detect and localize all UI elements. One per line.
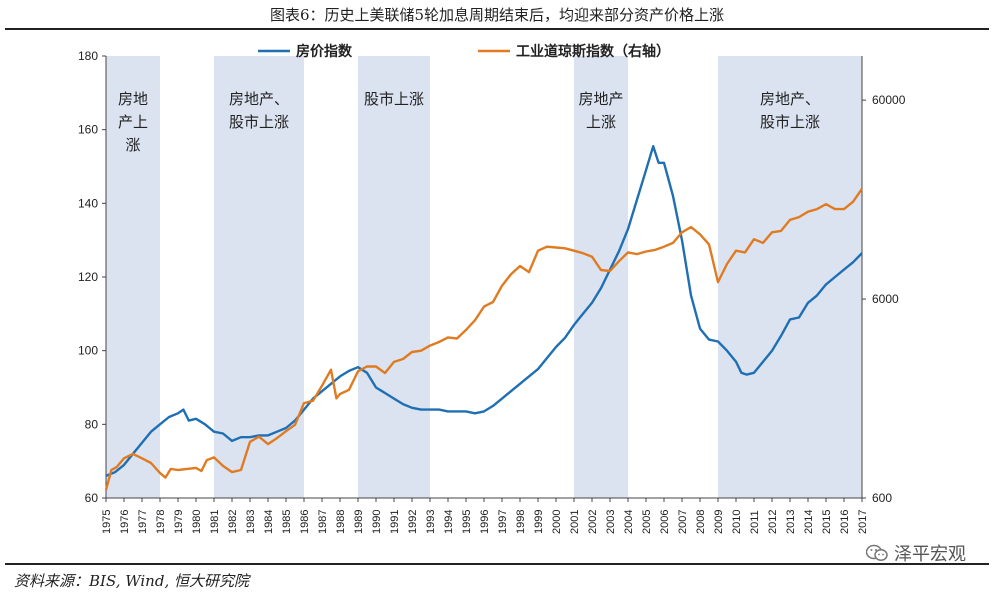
shaded-period-4	[574, 56, 628, 498]
left-tick-label: 140	[78, 196, 98, 210]
x-tick-label: 2015	[821, 510, 833, 534]
x-tick-label: 1983	[245, 510, 257, 534]
x-tick-label: 2001	[569, 510, 581, 534]
watermark: 泽平宏观	[866, 540, 966, 566]
x-tick-label: 2009	[713, 510, 725, 534]
x-tick-label: 1984	[263, 510, 275, 534]
left-tick-label: 160	[78, 123, 98, 137]
x-tick-label: 1975	[101, 510, 113, 534]
x-tick-label: 1996	[479, 510, 491, 534]
x-tick-label: 2000	[551, 510, 563, 534]
x-tick-label: 2005	[641, 510, 653, 534]
shaded-period-label-1: 房地产上涨	[118, 90, 148, 154]
x-tick-label: 2012	[767, 510, 779, 534]
shaded-period-1	[106, 56, 160, 498]
bottom-rule	[5, 563, 989, 565]
watermark-text: 泽平宏观	[894, 544, 966, 565]
x-tick-label: 1979	[173, 510, 185, 534]
x-tick-label: 1982	[227, 510, 239, 534]
x-tick-label: 2006	[659, 510, 671, 534]
x-tick-label: 2010	[731, 510, 743, 534]
left-tick-label: 180	[78, 49, 98, 63]
x-tick-label: 2004	[623, 510, 635, 534]
chart-title: 图表6：历史上美联储5轮加息周期结束后，均迎来部分资产价格上涨	[269, 6, 725, 24]
legend-label-2: 工业道琼斯指数（右轴）	[516, 43, 670, 60]
x-tick-label: 1985	[281, 510, 293, 534]
x-tick-label: 2017	[857, 510, 869, 534]
shaded-period-label-2: 房地产、股市上涨	[229, 90, 289, 131]
x-tick-label: 1995	[461, 510, 473, 534]
x-tick-label: 1978	[155, 510, 167, 534]
x-tick-label: 1999	[533, 510, 545, 534]
wechat-icon	[866, 544, 888, 561]
x-tick-label: 2013	[785, 510, 797, 534]
x-tick-label: 1990	[371, 510, 383, 534]
x-tick-label: 1980	[191, 510, 203, 534]
source-note: 资料来源：BIS, Wind, 恒大研究院	[14, 572, 249, 590]
x-tick-label: 1988	[335, 510, 347, 534]
right-tick-label: 6000	[872, 292, 899, 306]
x-tick-label: 1987	[317, 510, 329, 534]
x-tick-label: 1989	[353, 510, 365, 534]
x-tick-label: 1991	[389, 510, 401, 534]
left-tick-label: 100	[78, 344, 98, 358]
top-rule	[5, 28, 989, 30]
x-tick-label: 2011	[749, 510, 761, 534]
series-line-1	[105, 145, 863, 478]
x-tick-label: 1976	[119, 510, 131, 534]
x-tick-label: 2007	[677, 510, 689, 534]
shaded-period-label-5: 房地产、股市上涨	[760, 90, 820, 131]
legend-label-1: 房价指数	[296, 43, 353, 60]
shaded-period-5	[718, 56, 862, 498]
left-tick-label: 60	[85, 491, 99, 505]
x-tick-label: 1997	[497, 510, 509, 534]
right-tick-label: 600	[872, 491, 892, 505]
series-line-2	[104, 188, 863, 491]
shaded-period-3	[358, 56, 430, 498]
x-tick-label: 1994	[443, 510, 455, 534]
x-tick-label: 1977	[137, 510, 149, 534]
x-tick-label: 1986	[299, 510, 311, 534]
x-tick-label: 1993	[425, 510, 437, 534]
left-tick-label: 120	[78, 270, 98, 284]
left-tick-label: 80	[85, 417, 99, 431]
shaded-period-label-3: 股市上涨	[364, 90, 424, 108]
x-tick-label: 2008	[695, 510, 707, 534]
right-tick-label: 60000	[872, 93, 906, 107]
x-tick-label: 1992	[407, 510, 419, 534]
x-tick-label: 2002	[587, 510, 599, 534]
x-tick-label: 1981	[209, 510, 221, 534]
shaded-period-label-4: 房地产上涨	[578, 90, 623, 131]
x-tick-label: 2003	[605, 510, 617, 534]
x-tick-label: 2014	[803, 510, 815, 534]
x-tick-label: 2016	[839, 510, 851, 534]
x-tick-label: 1998	[515, 510, 527, 534]
